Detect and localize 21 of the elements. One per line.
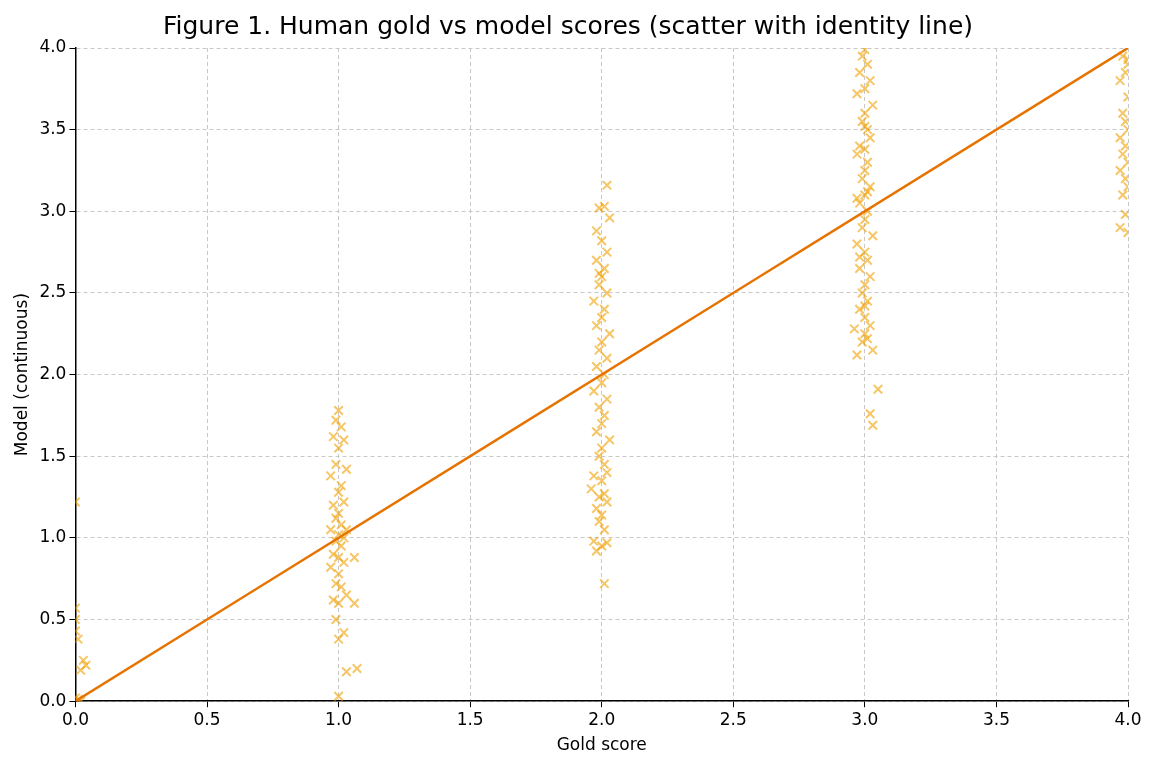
x-tick-label: 0.0 [61,708,89,729]
y-tick-label: 3.5 [39,118,67,139]
x-tick-label: 2.0 [588,708,616,729]
x-tick-label: 3.0 [851,708,879,729]
y-tick-label: 4.0 [39,36,67,57]
x-tick-label: 0.5 [193,708,221,729]
y-tick-label: 2.5 [39,281,67,302]
y-tick-label: 1.0 [39,526,67,547]
y-tick-label: 0.0 [39,689,67,710]
y-tick-label: 0.5 [39,607,67,628]
chart-title: Figure 1. Human gold vs model scores (scatter with identity line) [162,10,974,40]
x-tick-label: 4.0 [1114,708,1142,729]
y-tick-label: 2.0 [39,363,67,384]
y-axis-title: Model (continuous) [10,293,31,457]
x-tick-label: 3.5 [982,708,1010,729]
x-tick-label: 1.0 [325,708,353,729]
x-tick-label: 2.5 [719,708,747,729]
x-axis-title: Gold score [556,734,647,755]
y-tick-label: 1.5 [39,444,67,465]
y-tick-label: 3.0 [39,199,67,220]
x-tick-label: 1.5 [456,708,484,729]
